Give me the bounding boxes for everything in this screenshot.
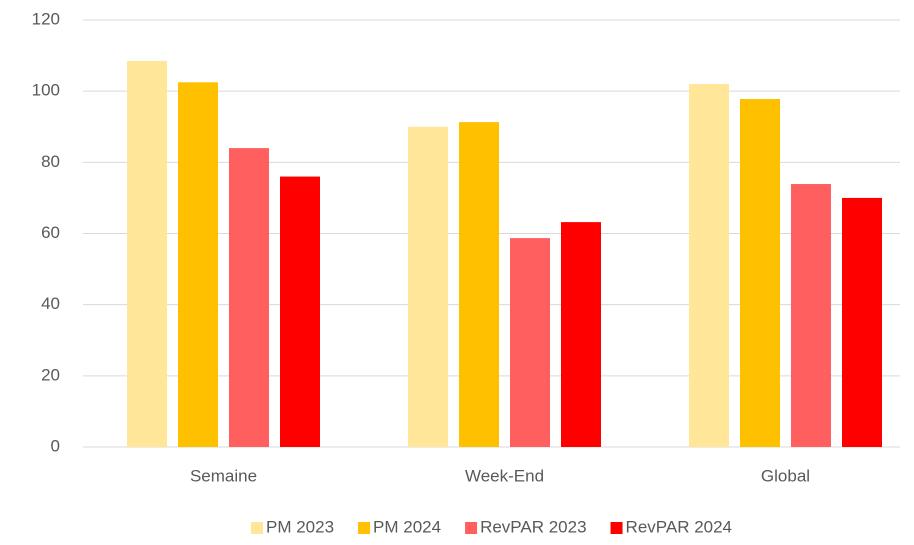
bar bbox=[510, 238, 550, 447]
legend-label: PM 2023 bbox=[266, 517, 334, 536]
x-tick-label: Global bbox=[761, 466, 810, 485]
legend-swatch bbox=[250, 522, 263, 534]
legend-swatch bbox=[358, 522, 371, 534]
bar bbox=[842, 197, 882, 447]
y-tick-label: 100 bbox=[32, 81, 60, 100]
bar bbox=[178, 82, 218, 447]
bar bbox=[740, 98, 780, 448]
bar bbox=[229, 148, 269, 447]
x-tick-label: Semaine bbox=[190, 466, 257, 485]
y-tick-label: 80 bbox=[41, 152, 60, 171]
legend-swatch bbox=[610, 522, 623, 534]
legend: PM 2023 PM 2024 RevPAR 2023 RevPAR 2024 bbox=[250, 517, 732, 536]
bar bbox=[689, 84, 729, 448]
y-tick-label: 120 bbox=[32, 9, 60, 28]
legend-label: RevPAR 2024 bbox=[626, 517, 732, 536]
bar bbox=[561, 222, 601, 447]
bar bbox=[280, 176, 320, 448]
bar bbox=[127, 60, 167, 447]
y-tick-label: 0 bbox=[51, 436, 60, 455]
bar bbox=[791, 184, 831, 447]
bar bbox=[408, 126, 448, 447]
y-tick-label: 60 bbox=[41, 223, 60, 242]
bar bbox=[459, 122, 499, 447]
legend-label: PM 2024 bbox=[373, 517, 441, 536]
y-tick-label: 20 bbox=[41, 365, 60, 384]
legend-label: RevPAR 2023 bbox=[480, 517, 586, 536]
x-tick-label: Week-End bbox=[465, 466, 544, 485]
y-tick-label: 40 bbox=[41, 294, 60, 313]
legend-swatch bbox=[465, 522, 478, 534]
